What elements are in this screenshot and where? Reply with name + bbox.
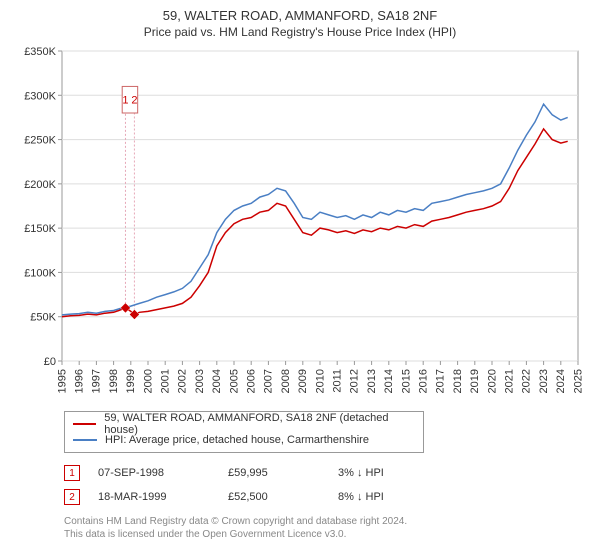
svg-text:£0: £0 bbox=[44, 356, 56, 368]
svg-text:2020: 2020 bbox=[486, 369, 498, 393]
svg-text:2024: 2024 bbox=[555, 369, 567, 393]
attribution: Contains HM Land Registry data © Crown c… bbox=[64, 515, 588, 541]
chart-container: 59, WALTER ROAD, AMMANFORD, SA18 2NF Pri… bbox=[0, 0, 600, 560]
svg-text:2009: 2009 bbox=[297, 369, 309, 393]
svg-text:2011: 2011 bbox=[332, 369, 344, 393]
svg-text:£350K: £350K bbox=[24, 46, 56, 58]
svg-text:2015: 2015 bbox=[400, 369, 412, 393]
sale-price-2: £52,500 bbox=[228, 491, 338, 503]
sale-pct-2: 8% ↓ HPI bbox=[338, 491, 448, 503]
svg-text:£250K: £250K bbox=[24, 135, 56, 147]
svg-text:1: 1 bbox=[122, 95, 128, 107]
svg-text:1995: 1995 bbox=[56, 369, 68, 393]
svg-text:2019: 2019 bbox=[469, 369, 481, 393]
svg-text:2003: 2003 bbox=[194, 369, 206, 393]
svg-text:1996: 1996 bbox=[73, 369, 85, 393]
svg-text:£150K: £150K bbox=[24, 223, 56, 235]
title-block: 59, WALTER ROAD, AMMANFORD, SA18 2NF Pri… bbox=[12, 8, 588, 39]
sale-row-2: 2 18-MAR-1999 £52,500 8% ↓ HPI bbox=[64, 485, 588, 509]
title-address: 59, WALTER ROAD, AMMANFORD, SA18 2NF bbox=[12, 8, 588, 23]
svg-text:£100K: £100K bbox=[24, 267, 56, 279]
svg-text:2010: 2010 bbox=[314, 369, 326, 393]
chart-area: £0 £50K £100K £150K £200K £250K £300K £350K 1995… bbox=[12, 45, 588, 405]
svg-text:2018: 2018 bbox=[452, 369, 464, 393]
svg-text:2022: 2022 bbox=[521, 369, 533, 393]
svg-text:£300K: £300K bbox=[24, 90, 56, 102]
svg-text:2025: 2025 bbox=[572, 369, 584, 393]
svg-text:2017: 2017 bbox=[435, 369, 447, 393]
sale-price-1: £59,995 bbox=[228, 467, 338, 479]
legend-swatch-price bbox=[73, 423, 96, 425]
svg-text:2001: 2001 bbox=[159, 369, 171, 393]
svg-text:2012: 2012 bbox=[349, 369, 361, 393]
svg-text:2016: 2016 bbox=[418, 369, 430, 393]
sale-row-1: 1 07-SEP-1998 £59,995 3% ↓ HPI bbox=[64, 461, 588, 485]
svg-text:2006: 2006 bbox=[245, 369, 257, 393]
sale-date-2: 18-MAR-1999 bbox=[98, 491, 228, 503]
svg-text:2002: 2002 bbox=[177, 369, 189, 393]
svg-text:1999: 1999 bbox=[125, 369, 137, 393]
svg-text:2: 2 bbox=[131, 95, 137, 107]
svg-text:£50K: £50K bbox=[30, 312, 56, 324]
sale-marker-1: 1 bbox=[64, 465, 80, 481]
svg-text:2005: 2005 bbox=[228, 369, 240, 393]
legend-label-price: 59, WALTER ROAD, AMMANFORD, SA18 2NF (de… bbox=[104, 412, 415, 436]
sale-marker-2: 2 bbox=[64, 489, 80, 505]
svg-text:2021: 2021 bbox=[504, 369, 516, 393]
svg-text:1998: 1998 bbox=[108, 369, 120, 393]
legend-row-price: 59, WALTER ROAD, AMMANFORD, SA18 2NF (de… bbox=[73, 416, 415, 432]
svg-text:2008: 2008 bbox=[280, 369, 292, 393]
svg-text:1997: 1997 bbox=[91, 369, 103, 393]
attribution-line1: Contains HM Land Registry data © Crown c… bbox=[64, 515, 588, 528]
svg-text:2023: 2023 bbox=[538, 369, 550, 393]
chart-svg: £0 £50K £100K £150K £200K £250K £300K £350K 1995… bbox=[12, 45, 588, 405]
svg-text:2014: 2014 bbox=[383, 369, 395, 393]
sale-date-1: 07-SEP-1998 bbox=[98, 467, 228, 479]
legend-label-hpi: HPI: Average price, detached house, Carm… bbox=[105, 434, 369, 446]
svg-text:2004: 2004 bbox=[211, 369, 223, 393]
svg-text:2000: 2000 bbox=[142, 369, 154, 393]
legend-swatch-hpi bbox=[73, 439, 97, 441]
legend-row-hpi: HPI: Average price, detached house, Carm… bbox=[73, 432, 415, 448]
sales-block: 1 07-SEP-1998 £59,995 3% ↓ HPI 2 18-MAR-… bbox=[64, 461, 588, 509]
svg-text:2007: 2007 bbox=[263, 369, 275, 393]
svg-text:2013: 2013 bbox=[366, 369, 378, 393]
legend-box: 59, WALTER ROAD, AMMANFORD, SA18 2NF (de… bbox=[64, 411, 424, 453]
attribution-line2: This data is licensed under the Open Gov… bbox=[64, 528, 588, 541]
title-subtitle: Price paid vs. HM Land Registry's House … bbox=[12, 25, 588, 39]
svg-text:£200K: £200K bbox=[24, 179, 56, 191]
sale-pct-1: 3% ↓ HPI bbox=[338, 467, 448, 479]
